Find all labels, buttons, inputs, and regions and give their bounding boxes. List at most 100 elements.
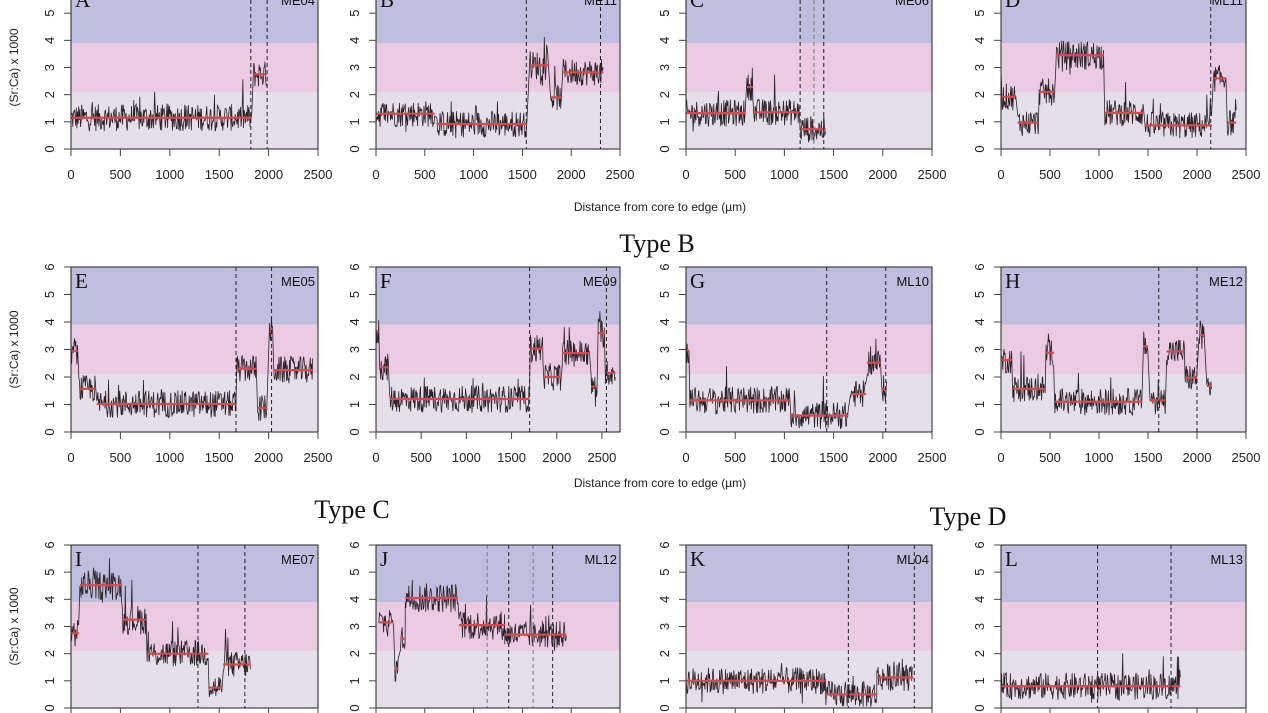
panel-i: 012345605001000150020002500IME07: [42, 541, 319, 713]
x-tick-label: 1000: [1085, 450, 1114, 465]
y-tick-label: 4: [42, 318, 57, 325]
x-tick-label: 500: [410, 450, 432, 465]
panel-letter: E: [75, 269, 88, 293]
y-tick-label: 4: [347, 318, 362, 325]
background-band: [686, 602, 932, 651]
y-tick-label: 1: [42, 401, 57, 408]
group-title-type-b: Type B: [619, 229, 694, 258]
y-tick-label: 4: [657, 596, 672, 603]
y-tick-label: 1: [657, 118, 672, 125]
y-tick-label: 0: [347, 428, 362, 435]
x-tick-label: 2000: [254, 167, 283, 182]
y-tick-label: 2: [42, 373, 57, 380]
y-tick-label: 3: [42, 346, 57, 353]
x-tick-label: 1000: [155, 450, 184, 465]
y-tick-label: 6: [972, 541, 987, 548]
sample-label: ML13: [1210, 552, 1243, 567]
sample-label: ME09: [583, 274, 617, 289]
y-tick-label: 0: [657, 428, 672, 435]
background-band: [686, 267, 932, 325]
y-tick-label: 0: [347, 145, 362, 152]
y-tick-label: 1: [42, 118, 57, 125]
background-band: [1001, 43, 1246, 92]
y-tick-label: 4: [972, 318, 987, 325]
background-band: [71, 602, 318, 651]
background-band: [1001, 602, 1246, 651]
y-tick-label: 3: [42, 64, 57, 71]
y-tick-label: 6: [42, 263, 57, 270]
panel-b: 0 1 2 3 4 5 0 500 1000 1500 2000 2500 B ME11: [347, 0, 634, 182]
x-tick-label: 2500: [587, 450, 616, 465]
sample-label: ME04: [281, 0, 315, 8]
sample-label: ML10: [896, 274, 929, 289]
background-band: [686, 43, 932, 92]
x-tick-label: 500: [414, 167, 436, 182]
x-tick-label: 2500: [918, 167, 947, 182]
y-tick-label: 6: [347, 541, 362, 548]
y-tick-label: 5: [657, 10, 672, 17]
y-tick-label: 4: [42, 596, 57, 603]
y-tick-label: 4: [972, 37, 987, 44]
x-axis-title: Distance from core to edge (µm): [574, 476, 746, 490]
y-tick-label: 0: [347, 704, 362, 711]
y-tick-label: 4: [347, 37, 362, 44]
background-band: [376, 0, 620, 44]
x-tick-label: 500: [1039, 450, 1061, 465]
y-tick-label: 2: [657, 373, 672, 380]
background-band: [1001, 267, 1246, 325]
panel-c: 0 1 2 3 4 5 0 500 1000 1500 2000 2500 C ME06: [657, 0, 946, 182]
x-tick-label: 2500: [1232, 450, 1261, 465]
x-tick-label: 1000: [770, 450, 799, 465]
x-tick-label: 1000: [155, 167, 184, 182]
background-band: [686, 0, 932, 44]
y-tick-label: 3: [657, 346, 672, 353]
y-tick-label: 1: [347, 401, 362, 408]
x-tick-label: 0: [372, 167, 379, 182]
y-tick-label: 4: [972, 596, 987, 603]
y-tick-label: 3: [657, 64, 672, 71]
panel-letter: L: [1005, 547, 1018, 571]
panel-f: 0 1 2 3 4 5 6 0 500 1000 1500 2000 2500 F ME09: [347, 263, 621, 465]
y-tick-label: 6: [657, 263, 672, 270]
panel-h: 0 1 2 3 4 5 6 0 500 1000 1500 2000 2500 H ME12: [972, 263, 1260, 465]
panel-letter: C: [690, 0, 704, 12]
data-trace: [70, 317, 314, 422]
panel-letter: A: [75, 0, 91, 12]
x-tick-label: 2000: [254, 450, 283, 465]
x-tick-label: 0: [67, 450, 74, 465]
y-tick-label: 5: [42, 10, 57, 17]
background-band: [686, 545, 932, 603]
y-tick-label: 2: [972, 373, 987, 380]
background-band: [376, 43, 620, 92]
background-band: [376, 650, 620, 708]
y-tick-label: 0: [972, 428, 987, 435]
x-tick-label: 500: [724, 167, 746, 182]
y-tick-label: 2: [347, 650, 362, 657]
y-tick-label: 5: [972, 10, 987, 17]
y-tick-label: 5: [347, 569, 362, 576]
y-tick-label: 0: [972, 145, 987, 152]
y-tick-label: 1: [972, 677, 987, 684]
y-tick-label: 2: [657, 91, 672, 98]
background-band: [686, 324, 932, 375]
x-tick-label: 0: [67, 167, 74, 182]
y-axis-title: (Sr:Ca) x 1000: [7, 587, 21, 665]
data-trace: [1000, 653, 1181, 703]
data-trace: [685, 67, 826, 143]
x-tick-label: 2000: [542, 450, 571, 465]
x-axis-title: Distance from core to edge (µm): [574, 200, 746, 214]
x-tick-label: 1000: [452, 450, 481, 465]
y-tick-label: 5: [347, 291, 362, 298]
x-tick-label: 1500: [508, 167, 537, 182]
x-tick-label: 2500: [304, 167, 333, 182]
y-tick-label: 1: [42, 677, 57, 684]
group-title-type-d: Type D: [930, 502, 1007, 531]
y-tick-label: 3: [657, 623, 672, 630]
y-tick-label: 3: [972, 346, 987, 353]
x-tick-label: 0: [682, 167, 689, 182]
y-tick-label: 5: [42, 569, 57, 576]
panel-g: 0 1 2 3 4 5 6 0 500 1000 1500 2000 2500 G ML10: [657, 263, 946, 465]
y-tick-label: 4: [657, 37, 672, 44]
y-tick-label: 2: [972, 91, 987, 98]
